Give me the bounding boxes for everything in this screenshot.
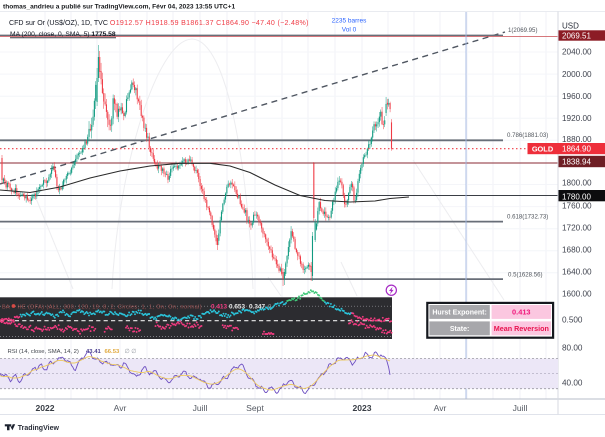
svg-text:Juill: Juill (193, 403, 208, 413)
svg-text:1800.00: 1800.00 (562, 179, 592, 188)
svg-text:Avr: Avr (434, 403, 447, 413)
svg-text:HE (DFA) (ALL, 300, 120, 19, 8: HE (DFA) (ALL, 300, 120, 19, 8, 2, Circl… (18, 304, 203, 310)
svg-text:1960.00: 1960.00 (562, 92, 592, 101)
svg-text:GOLD: GOLD (532, 145, 554, 154)
svg-text:2000.00: 2000.00 (562, 70, 592, 79)
svg-text:2023: 2023 (352, 403, 371, 413)
svg-text:2235 barres: 2235 barres (332, 18, 367, 25)
svg-text:0.347: 0.347 (249, 303, 265, 310)
svg-text:Hurst Exponent:: Hurst Exponent: (432, 310, 486, 317)
svg-text:1640.00: 1640.00 (562, 268, 592, 277)
svg-text:0.618(1732.73): 0.618(1732.73) (507, 214, 548, 221)
svg-text:1864.90: 1864.90 (562, 145, 591, 154)
svg-text:USD: USD (562, 21, 579, 30)
svg-text:0.413: 0.413 (512, 308, 531, 317)
svg-text:Vol 0: Vol 0 (342, 27, 357, 34)
svg-text:0.5(1628.56): 0.5(1628.56) (508, 271, 543, 278)
svg-text:MA (200, close, 0, SMA, 5) 17: MA (200, close, 0, SMA, 5) 1775.58 (10, 31, 116, 38)
svg-text:1760.00: 1760.00 (562, 201, 592, 210)
svg-text:1838.94: 1838.94 (562, 158, 591, 167)
svg-text:BA: BA (2, 304, 10, 310)
svg-text:40.00: 40.00 (562, 379, 583, 388)
svg-text:80.00: 80.00 (562, 344, 583, 353)
svg-text:CFD sur Or (US$/OZ), 1D, TVC: CFD sur Or (US$/OZ), 1D, TVC O1912.57 H1… (9, 20, 309, 27)
svg-text:1600.00: 1600.00 (562, 289, 592, 298)
svg-text:2022: 2022 (35, 403, 54, 413)
svg-text:1720.00: 1720.00 (562, 223, 592, 232)
svg-text:State:: State: (450, 326, 469, 333)
svg-text:1880.00: 1880.00 (562, 135, 592, 144)
svg-text:0.413: 0.413 (211, 303, 227, 310)
svg-text:Mean Reversion: Mean Reversion (494, 324, 549, 333)
svg-text:1680.00: 1680.00 (562, 246, 592, 255)
svg-text:1920.00: 1920.00 (562, 114, 592, 123)
svg-text:0.786(1881.03): 0.786(1881.03) (507, 132, 548, 139)
svg-text:66.53: 66.53 (105, 349, 120, 355)
svg-text:2069.51: 2069.51 (562, 32, 591, 41)
svg-text:0.653: 0.653 (229, 303, 245, 310)
svg-text:thomas_andrieu a publié sur Tr: thomas_andrieu a publié sur TradingView.… (3, 4, 235, 11)
svg-text:∅ ∅: ∅ ∅ (125, 348, 137, 355)
svg-text:Sept: Sept (246, 403, 264, 413)
svg-text:TradingView: TradingView (18, 425, 60, 432)
svg-text:1(2069.95): 1(2069.95) (508, 27, 537, 34)
svg-text:2040.00: 2040.00 (562, 48, 592, 57)
svg-text:0: 0 (268, 304, 272, 310)
svg-text:Juill: Juill (513, 403, 528, 413)
svg-text:RSI (14, close, SMA, 14, 2): RSI (14, close, SMA, 14, 2) (8, 349, 79, 355)
svg-text:1780.00: 1780.00 (562, 193, 591, 202)
svg-text:Avr: Avr (114, 403, 127, 413)
svg-text:0.500: 0.500 (562, 316, 583, 325)
svg-text:43.41: 43.41 (86, 349, 101, 355)
